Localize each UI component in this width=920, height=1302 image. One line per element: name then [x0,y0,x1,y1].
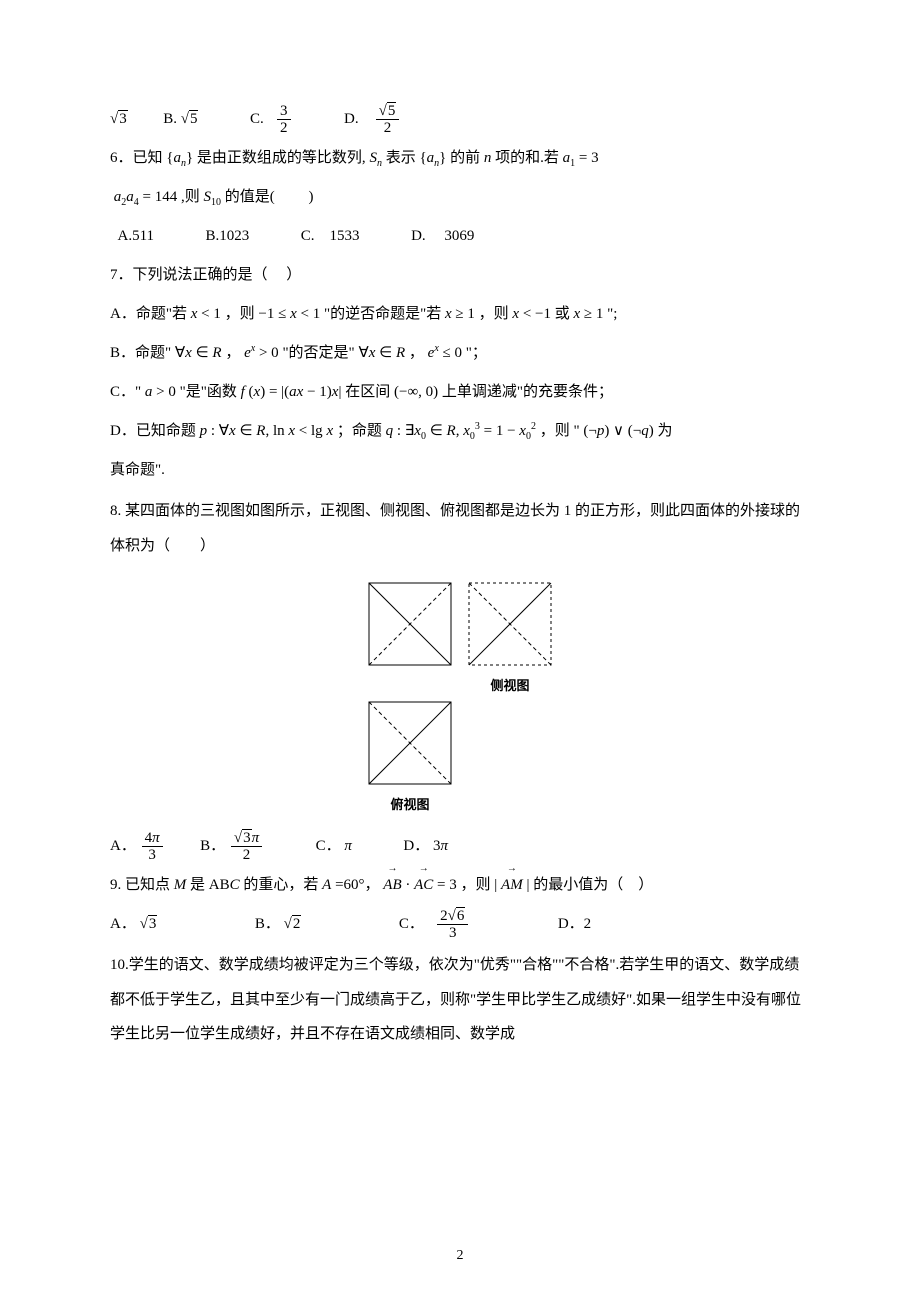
q6-t4: 的前 [450,150,480,166]
q8-stem: 8. 某四面体的三视图如图所示，正视图、侧视图、俯视图都是边长为 1 的正方形，… [110,494,810,563]
opt-b-label: B. [163,111,177,127]
q6-t1: 6．已知 [110,150,163,166]
q9-b: B． [255,916,280,932]
top-view-label: 俯视图 [367,794,453,813]
page: 3 B. 5 C. 32 D. 52 6．已知 {an} 是由正数组成的等比数列… [0,0,920,1302]
q9-c: C． [399,916,424,932]
q7-opt-b: B．命题" ∀x ∈ R ， ex > 0 "的否定是" ∀x ∈ R ， ex… [110,334,810,373]
q7-opt-c: C．" a > 0 "是"函数 f (x) = |(ax − 1)x| 在区间 … [110,373,810,412]
q8-options: A． 4π3 B． 3π2 C． π D． 3π [110,827,810,866]
opt-c-label: C. [250,111,264,127]
q6-opt-c: C. 1533 [301,228,360,244]
q6-t3: 表示 [386,150,416,166]
q7-opt-d-l2: 真命题". [110,451,810,490]
q6-t5: 项的和.若 [495,150,559,166]
q9-a: A． [110,916,136,932]
q8-c: C． [316,838,341,854]
front-view [367,581,453,694]
q6-options: A.511 B.1023 C. 1533 D. 3069 [110,217,810,256]
q6-opt-b: B.1023 [206,228,250,244]
top-view: 俯视图 [367,700,453,813]
q6-opt-a: A.511 [118,228,155,244]
side-view-svg [467,581,553,667]
q6-stem-line2: a2a4 = 144 ,则 S10 的值是( ) [110,178,810,217]
q8-b: B． [200,838,225,854]
front-view-svg [367,581,453,667]
q8-a: A． [110,838,136,854]
q9-options: A． 3 B． 2 C． 263 D．2 [110,905,810,944]
side-view-label: 侧视图 [467,675,553,694]
three-view-figure: 侧视图 俯视图 [110,581,810,813]
q6-t2: 是由正数组成的等比数列, [197,150,366,166]
q5-options: 3 B. 5 C. 32 D. 52 [110,100,810,139]
top-view-svg [367,700,453,786]
q7-opt-a: A．命题"若 x < 1 ，则 −1 ≤ x < 1 "的逆否命题是"若 x ≥… [110,295,810,334]
q6-opt-d: D. 3069 [411,228,474,244]
q8-d: D． [403,838,429,854]
page-number: 2 [0,1248,920,1264]
q6-stem-line1: 6．已知 {an} 是由正数组成的等比数列, Sn 表示 {an} 的前 n 项… [110,139,810,178]
q7-opt-d-l1: D．已知命题 p : ∀x ∈ R, ln x < lg x ；命题 q : ∃… [110,412,810,451]
q7-stem: 7．下列说法正确的是（ ） [110,256,810,295]
q10-text: 10.学生的语文、数学成绩均被评定为三个等级，依次为"优秀""合格""不合格".… [110,948,810,1052]
side-view: 侧视图 [467,581,553,694]
q9-d: D．2 [558,916,591,932]
q6-l2b: 的值是( ) [225,189,314,205]
q9-stem: 9. 已知点 M 是 ABC 的重心，若 A =60°， AB · AC = 3… [110,866,810,905]
opt-d-label: D. [344,111,359,127]
q6-l2a: ,则 [181,189,200,205]
